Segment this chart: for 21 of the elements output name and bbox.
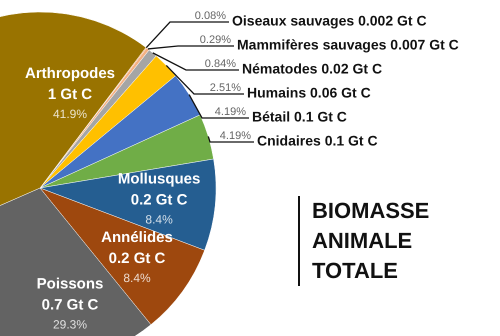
slice-label: Arthropodes 1 Gt C (25, 65, 115, 104)
slice-label: Humains 0.06 Gt C (247, 84, 371, 101)
data-label: 0.29% (200, 34, 232, 46)
data-label: 8.4% (123, 271, 152, 286)
slice-label: Poissons 0.7 Gt C (36, 275, 104, 314)
data-label: 29.3% (52, 317, 88, 332)
slice-label: Mollusques 0.2 Gt C (118, 170, 200, 209)
slice-label: Mammifères sauvages 0.007 Gt C (237, 36, 459, 53)
data-label: 0.08% (194, 10, 226, 22)
data-label: 41.9% (52, 107, 88, 122)
slice-label: Nématodes 0.02 Gt C (242, 60, 382, 77)
slice-label: Oiseaux sauvages 0.002 Gt C (232, 12, 427, 29)
text: BIOMASSE ANIMALE TOTALE (312, 197, 430, 285)
data-label: 0.84% (204, 58, 236, 70)
slice-label: Bétail 0.1 Gt C (252, 108, 347, 125)
data-label: 8.4% (145, 212, 174, 227)
data-label: 4.19% (220, 130, 252, 142)
slice-label: Cnidaires 0.1 Gt C (257, 132, 378, 149)
data-label: 4.19% (214, 106, 246, 118)
data-label: 2.51% (210, 82, 242, 94)
slice-label: Annélides 0.2 Gt C (101, 229, 173, 268)
